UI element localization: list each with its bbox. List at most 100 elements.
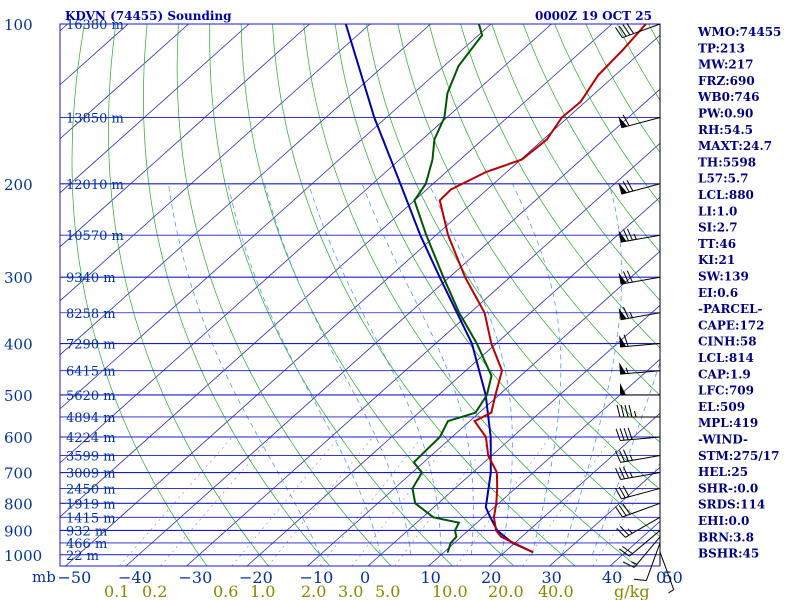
dewpoint-trace-point bbox=[447, 420, 449, 423]
pressure-tick-label: 800 bbox=[4, 495, 33, 513]
temperature-trace-point bbox=[579, 100, 582, 103]
height-label: 22 m bbox=[66, 549, 99, 564]
temperature-trace bbox=[438, 24, 647, 553]
parameter-line: -WIND- bbox=[698, 433, 748, 447]
height-label: 16380 m bbox=[66, 18, 124, 33]
dewpoint-trace-point bbox=[423, 450, 426, 453]
dewpoint-trace-point bbox=[481, 34, 483, 37]
temperature-tick-label: 30 bbox=[542, 568, 562, 587]
dewpoint-trace-point bbox=[457, 521, 460, 524]
mixing-ratio-line bbox=[160, 436, 272, 566]
parameter-line: TT:46 bbox=[698, 237, 736, 251]
wind-barb bbox=[633, 542, 661, 582]
height-label: 1415 m bbox=[66, 511, 116, 526]
height-label: 3009 m bbox=[66, 467, 116, 482]
parcel-trace-point bbox=[438, 276, 441, 279]
isotherm-line bbox=[428, 358, 660, 566]
moist-adiabat-line bbox=[361, 183, 474, 555]
height-label: 13850 m bbox=[66, 111, 124, 126]
parameter-line: MPL:419 bbox=[698, 416, 758, 430]
height-label: 9340 m bbox=[66, 271, 116, 286]
height-label: 4224 m bbox=[66, 431, 116, 446]
dewpoint-trace-point bbox=[474, 411, 477, 414]
height-label: 7290 m bbox=[66, 338, 116, 353]
parameter-line: FRZ:690 bbox=[698, 74, 755, 88]
pressure-tick-label: 700 bbox=[4, 465, 33, 483]
isotherm-line bbox=[488, 412, 660, 566]
temperature-tick-label: −10 bbox=[300, 568, 334, 587]
height-label: 932 m bbox=[66, 524, 107, 539]
temperature-tick-label: −20 bbox=[239, 568, 273, 587]
parameter-line: PW:0.90 bbox=[698, 107, 753, 121]
mixing-ratio-label: 40.0 bbox=[538, 582, 574, 600]
parameter-line: LCL:880 bbox=[698, 188, 754, 202]
pressure-unit-label: mb bbox=[32, 568, 56, 586]
wind-barb bbox=[618, 228, 661, 243]
dewpoint-trace-point bbox=[475, 342, 478, 345]
temperature-trace-point bbox=[487, 454, 490, 457]
mixing-ratio-line bbox=[267, 436, 374, 566]
temperature-trace-point bbox=[484, 436, 487, 438]
wind-barb bbox=[620, 382, 660, 396]
isotherm-line bbox=[246, 196, 660, 566]
moist-adiabat-line bbox=[227, 183, 381, 555]
temperature-trace-point bbox=[501, 369, 503, 372]
temperature-trace-point bbox=[490, 411, 493, 414]
parcel-trace-point bbox=[471, 342, 473, 345]
height-label: 2450 m bbox=[66, 482, 116, 497]
wind-barb bbox=[616, 404, 660, 418]
dewpoint-trace-point bbox=[457, 65, 460, 67]
dewpoint-trace-point bbox=[449, 542, 452, 544]
dry-adiabat-line bbox=[209, 24, 453, 566]
temperature-trace-point bbox=[621, 49, 624, 52]
wind-axis-zero: 0 bbox=[656, 568, 666, 587]
dry-adiabat-line bbox=[303, 24, 637, 566]
pressure-tick-label: 200 bbox=[4, 176, 33, 194]
parcel-trace-point bbox=[344, 24, 347, 25]
dewpoint-trace-point bbox=[490, 374, 493, 377]
temperature-tick-label: −30 bbox=[179, 568, 213, 587]
parameter-line: EI:0.6 bbox=[698, 286, 738, 300]
pressure-tick-label: 300 bbox=[4, 269, 33, 287]
dry-adiabat-line bbox=[366, 24, 660, 490]
isotherm-line bbox=[65, 34, 660, 566]
dewpoint-trace-point bbox=[446, 92, 449, 95]
parcel-trace-point bbox=[489, 436, 492, 438]
parameter-line: STM:275/17 bbox=[698, 449, 779, 463]
parameter-line: SW:139 bbox=[698, 270, 749, 284]
mixing-ratio-label: 10.0 bbox=[432, 582, 468, 600]
parameter-line: SI:2.7 bbox=[698, 221, 738, 235]
wind-barb bbox=[619, 334, 661, 348]
parameter-line: CINH:58 bbox=[698, 335, 757, 349]
dewpoint-trace-point bbox=[411, 487, 414, 490]
parameter-line: EHI:0.0 bbox=[698, 514, 749, 528]
temperature-trace-point bbox=[531, 551, 534, 553]
isotherm-line bbox=[367, 304, 660, 566]
valid-time: 0000Z 19 OCT 25 bbox=[535, 9, 652, 23]
parameter-line: TH:5598 bbox=[698, 155, 756, 169]
isotherm-line bbox=[60, 24, 552, 464]
mixing-ratio-label: 3.0 bbox=[338, 582, 363, 600]
wind-barb bbox=[618, 179, 661, 195]
wind-barb bbox=[615, 466, 661, 480]
temperature-tick-label: 20 bbox=[481, 568, 501, 587]
mixing-ratio-line bbox=[119, 436, 233, 566]
temperature-tick-label: −50 bbox=[58, 568, 92, 587]
temperature-trace-point bbox=[500, 535, 503, 538]
wind-barb bbox=[618, 270, 661, 285]
parameter-line: WMO:74455 bbox=[697, 25, 781, 39]
temperature-trace-point bbox=[447, 234, 449, 237]
dewpoint-trace-point bbox=[412, 461, 415, 464]
parameter-panel: WMO:74455 TP:213 MW:217 FRZ:690 WB0:746 PW:0.… bbox=[697, 25, 781, 561]
dry-adiabat-line bbox=[554, 24, 660, 204]
isotherm-line bbox=[60, 24, 310, 248]
isotherm-line bbox=[60, 24, 492, 410]
moist-adiabat-line bbox=[512, 183, 562, 555]
temperature-trace-point bbox=[512, 542, 515, 544]
isotherm-line bbox=[60, 24, 371, 302]
pressure-tick-label: 600 bbox=[4, 429, 33, 447]
dry-adiabat-line bbox=[460, 24, 660, 349]
height-label: 5620 m bbox=[66, 389, 116, 404]
height-label: 1919 m bbox=[66, 497, 116, 512]
